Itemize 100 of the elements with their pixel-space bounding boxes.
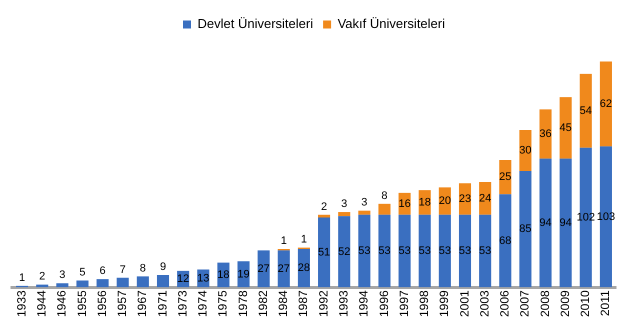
- data-label: 2: [321, 200, 328, 213]
- data-label: 45: [560, 122, 572, 134]
- data-label: 53: [438, 245, 451, 258]
- data-label: 68: [499, 234, 512, 247]
- data-label: 3: [59, 269, 66, 282]
- x-tick-label: 1956: [94, 290, 109, 318]
- x-tick-label: 1957: [115, 290, 130, 318]
- bar: [438, 214, 451, 288]
- x-tick-label: 1984: [276, 290, 290, 318]
- x-tick-label: 2009: [558, 290, 572, 318]
- x-tick-label: 2007: [518, 290, 532, 318]
- bar: [539, 158, 552, 288]
- bar: [36, 284, 48, 288]
- x-tick-label: 1944: [34, 290, 49, 318]
- bar: [539, 109, 552, 159]
- data-label: 85: [519, 223, 532, 236]
- bar: [156, 274, 170, 288]
- x-tick-label: 2006: [498, 290, 512, 318]
- bar: [96, 279, 109, 288]
- data-label: 28: [298, 262, 310, 274]
- bar: [519, 170, 532, 288]
- data-label: 3: [361, 196, 368, 209]
- x-tick-label: 1987: [296, 290, 310, 318]
- bar: [318, 214, 330, 218]
- data-label: 9: [160, 261, 166, 274]
- x-tick-label: 1992: [316, 290, 330, 318]
- data-label: 62: [600, 98, 612, 110]
- data-label: 18: [418, 196, 431, 208]
- x-tick-label: 1993: [336, 290, 351, 318]
- data-label: 6: [100, 265, 106, 278]
- data-label: 18: [217, 269, 230, 282]
- bar: [499, 194, 512, 288]
- data-label: 53: [479, 245, 492, 258]
- bar: [338, 212, 350, 216]
- bar: [318, 218, 330, 288]
- data-label: 3: [341, 198, 348, 210]
- data-label: 1: [280, 235, 287, 248]
- bar: [580, 74, 592, 148]
- x-tick-label: 1982: [256, 290, 270, 318]
- x-tick-label: 2010: [578, 290, 592, 318]
- x-tick-label: 1955: [74, 290, 89, 318]
- data-label: 8: [140, 262, 146, 274]
- bar: [358, 210, 370, 215]
- x-tick-label: 2001: [457, 290, 472, 318]
- data-label: 23: [458, 193, 472, 206]
- data-label: 16: [398, 198, 411, 210]
- data-label: 27: [278, 262, 290, 275]
- data-label: 53: [378, 245, 391, 258]
- bar: [560, 158, 572, 288]
- bar: [378, 214, 391, 288]
- bar: [560, 97, 572, 159]
- x-tick-label: 1933: [14, 290, 28, 318]
- data-label: 25: [499, 171, 512, 184]
- x-tick-label: 1996: [376, 290, 391, 318]
- bar: [600, 62, 612, 146]
- data-label: 24: [479, 192, 492, 204]
- data-label: 19: [237, 268, 250, 280]
- bar: [458, 214, 472, 288]
- data-label: 2: [39, 270, 46, 283]
- x-tick-label: 2003: [477, 290, 492, 318]
- data-label: 30: [519, 144, 532, 156]
- x-tick-label: 1998: [417, 290, 432, 318]
- x-tick-label: 1971: [155, 290, 170, 318]
- bar: [418, 214, 431, 288]
- data-label: 27: [258, 262, 270, 275]
- data-label: 1: [19, 272, 26, 284]
- bar: [136, 276, 149, 288]
- x-tick-label: 1999: [437, 290, 452, 318]
- x-tick-label: 1974: [196, 290, 210, 318]
- data-label: 52: [338, 246, 350, 258]
- data-label: 1: [300, 234, 307, 246]
- data-label: 53: [358, 245, 370, 258]
- x-tick-label: 1967: [135, 290, 150, 318]
- data-label: 36: [539, 128, 552, 140]
- data-label: 7: [120, 264, 126, 276]
- data-label: 94: [539, 217, 552, 230]
- data-label: 53: [418, 245, 431, 258]
- data-label: 53: [458, 245, 472, 258]
- legend-label: Vakıf Üniversiteleri: [338, 16, 446, 32]
- bar: [76, 280, 89, 288]
- data-label: 13: [197, 272, 210, 284]
- bar: [479, 214, 492, 288]
- bar: [378, 204, 391, 215]
- legend-label: Devlet Üniversiteleri: [198, 16, 314, 32]
- x-tick-label: 1994: [356, 290, 371, 318]
- data-label: 53: [398, 245, 411, 258]
- x-tick-label: 2011: [598, 290, 612, 316]
- data-label: 94: [560, 217, 572, 230]
- bar: [116, 278, 129, 288]
- data-label: 54: [580, 104, 592, 117]
- x-tick-label: 1975: [216, 290, 230, 318]
- x-tick-label: 1946: [54, 290, 69, 318]
- x-tick-label: 2008: [538, 290, 552, 318]
- x-tick-label: 1973: [175, 290, 190, 318]
- bar: [338, 216, 350, 288]
- bar: [56, 283, 68, 288]
- x-tick-label: 1997: [396, 290, 411, 318]
- data-label: 20: [438, 195, 451, 208]
- data-label: 8: [381, 190, 388, 202]
- data-label: 51: [318, 246, 330, 258]
